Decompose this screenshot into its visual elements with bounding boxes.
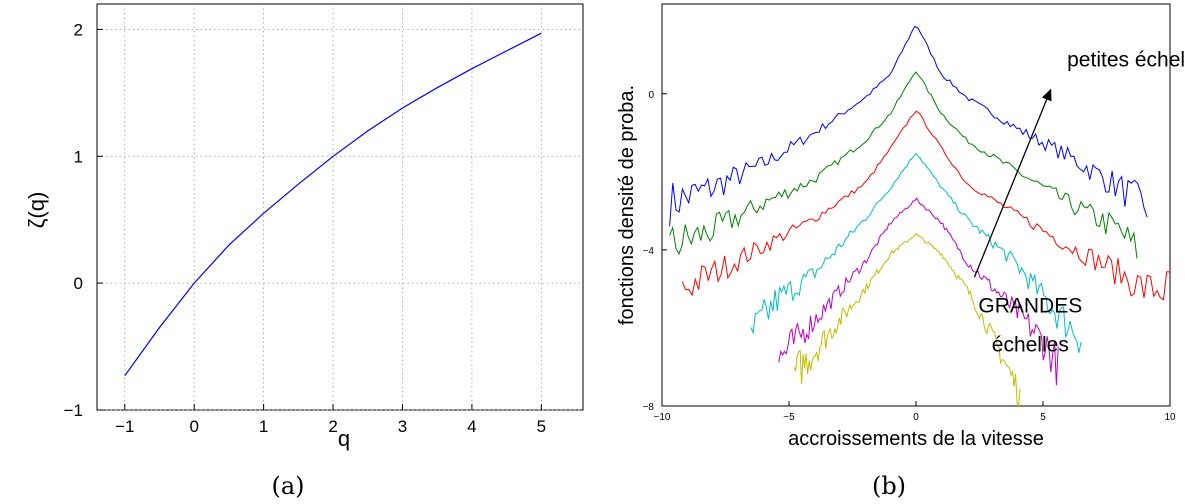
panel-a-xtick-label: 2 xyxy=(328,417,337,436)
annotation-grandes: GRANDES xyxy=(978,294,1082,317)
panel-a-ytick-label: 1 xyxy=(74,147,83,166)
panel-b-xlabel: accroissements de la vitesse xyxy=(788,428,1044,450)
panel-a-xtick-label: −1 xyxy=(115,417,134,436)
pdf-series-line xyxy=(778,197,1059,386)
pdf-series-line xyxy=(669,25,1148,227)
panel-a-xtick-label: 5 xyxy=(537,417,546,436)
pdf-series-line xyxy=(750,152,1082,353)
panel-b-xtick-label: 10 xyxy=(1164,412,1176,423)
pdf-series-line xyxy=(681,110,1171,301)
panel-b-series-group xyxy=(669,25,1171,408)
panel-a-xtick-label: 4 xyxy=(467,417,476,436)
panel-b-ticks: −10 −5 0 5 10 −8 −4 0 xyxy=(643,90,1176,423)
annotation-echelles: échelles xyxy=(992,333,1069,356)
panel-a-xtick-label: 3 xyxy=(398,417,407,436)
panel-a-xtick-label: 0 xyxy=(189,417,198,436)
panel-b-xtick-label: −5 xyxy=(783,412,795,423)
panel-a-ylabel: ζ(q) xyxy=(24,192,49,229)
panel-b-scale-arrow xyxy=(973,88,1052,278)
panel-a-series-line xyxy=(124,32,542,377)
panel-a-xtick-label: 1 xyxy=(259,417,268,436)
panel-a-caption: (a) xyxy=(271,472,304,500)
annotation-petites-echelles: petites échelles xyxy=(1067,48,1185,71)
pdf-series-line xyxy=(793,232,1021,408)
panel-a-ytick-label: 2 xyxy=(74,20,83,39)
panel-b-caption: (b) xyxy=(872,472,906,500)
panel-a-zeta-chart: −1 0 1 2 3 4 5 −1 0 1 2 ζ(q) q (a) xyxy=(24,3,584,500)
panel-b-ylabel: fonctions densité de proba. xyxy=(616,85,638,325)
panel-b-xtick-label: 0 xyxy=(913,412,919,423)
panel-b-xtick-label: −10 xyxy=(654,412,671,423)
panel-a-xlabel: q xyxy=(338,426,350,451)
pdf-series-line xyxy=(669,71,1138,259)
panel-b-xtick-label: 5 xyxy=(1040,412,1046,423)
panel-b-ytick-label: 0 xyxy=(648,90,654,101)
panel-a-ytick-label: 0 xyxy=(74,274,83,293)
panel-a-grid xyxy=(97,4,583,411)
panel-b-ytick-label: −8 xyxy=(643,402,655,413)
panel-a-ytick-label: −1 xyxy=(64,401,83,420)
panel-b-ytick-label: −4 xyxy=(643,246,655,257)
panel-a-axes-box xyxy=(96,3,584,411)
panel-a-ticks: −1 0 1 2 3 4 5 −1 0 1 2 xyxy=(64,20,546,436)
